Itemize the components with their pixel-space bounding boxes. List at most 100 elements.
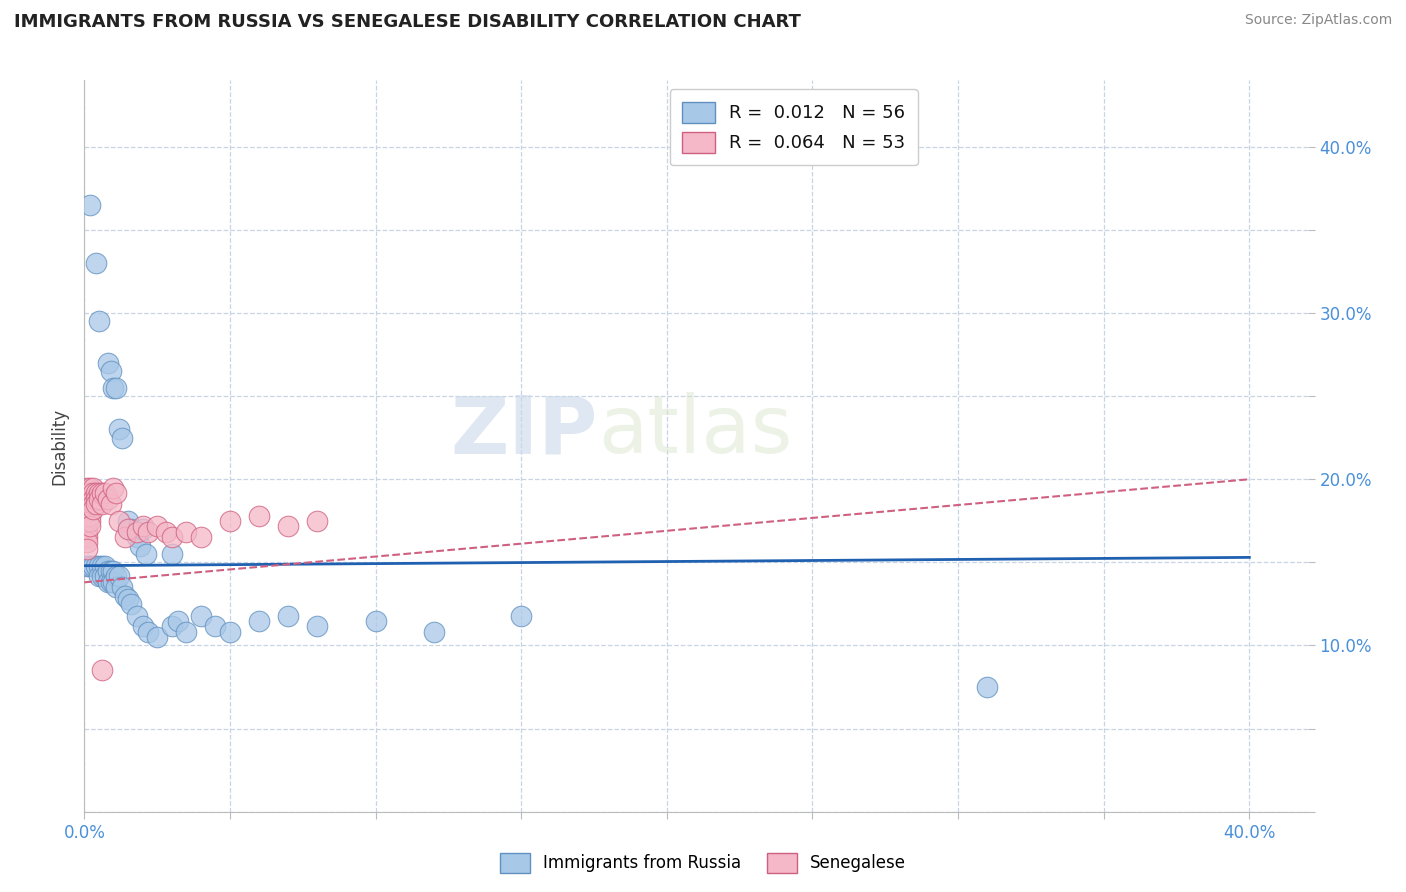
Point xyxy=(108,514,131,528)
Point xyxy=(76,558,98,573)
Point xyxy=(97,575,120,590)
Point xyxy=(103,575,125,590)
Point xyxy=(105,580,128,594)
Point xyxy=(103,564,125,578)
Point xyxy=(166,614,188,628)
Point xyxy=(131,518,153,533)
Point xyxy=(307,514,329,528)
Point xyxy=(108,422,131,436)
Point xyxy=(97,564,120,578)
Point xyxy=(90,568,112,582)
Point xyxy=(84,558,107,573)
Point xyxy=(76,485,98,500)
Point xyxy=(97,492,120,507)
Point xyxy=(160,618,183,632)
Point xyxy=(117,591,139,606)
Point xyxy=(247,614,270,628)
Point xyxy=(87,568,110,582)
Point xyxy=(79,514,101,528)
Point xyxy=(174,525,197,540)
Legend: Immigrants from Russia, Senegalese: Immigrants from Russia, Senegalese xyxy=(494,847,912,880)
Point xyxy=(90,558,112,573)
Legend: R =  0.012   N = 56, R =  0.064   N = 53: R = 0.012 N = 56, R = 0.064 N = 53 xyxy=(669,89,918,165)
Point xyxy=(76,518,98,533)
Point xyxy=(155,525,177,540)
Y-axis label: Disability: Disability xyxy=(51,408,69,484)
Point xyxy=(277,518,299,533)
Point xyxy=(76,514,98,528)
Point xyxy=(111,431,134,445)
Point xyxy=(100,575,122,590)
Point xyxy=(79,492,101,507)
Point xyxy=(103,481,125,495)
Point xyxy=(976,680,998,694)
Point xyxy=(128,539,150,553)
Point xyxy=(100,364,122,378)
Point xyxy=(117,514,139,528)
Point xyxy=(138,525,160,540)
Point xyxy=(125,608,148,623)
Point xyxy=(117,522,139,536)
Point xyxy=(82,492,104,507)
Point xyxy=(79,508,101,523)
Point xyxy=(190,608,212,623)
Point xyxy=(84,492,107,507)
Point xyxy=(93,485,115,500)
Point xyxy=(76,508,98,523)
Point xyxy=(423,625,446,640)
Point xyxy=(510,608,533,623)
Point xyxy=(105,381,128,395)
Point xyxy=(160,530,183,544)
Point xyxy=(79,502,101,516)
Point xyxy=(100,497,122,511)
Point xyxy=(190,530,212,544)
Point xyxy=(84,497,107,511)
Point xyxy=(160,547,183,561)
Point xyxy=(125,530,148,544)
Point xyxy=(76,535,98,549)
Point xyxy=(87,492,110,507)
Point xyxy=(120,522,142,536)
Point xyxy=(79,518,101,533)
Point xyxy=(82,497,104,511)
Point xyxy=(120,597,142,611)
Point xyxy=(76,497,98,511)
Point xyxy=(146,518,169,533)
Point xyxy=(219,625,242,640)
Point xyxy=(174,625,197,640)
Point xyxy=(131,618,153,632)
Point xyxy=(93,558,115,573)
Point xyxy=(79,485,101,500)
Point xyxy=(90,664,112,678)
Point xyxy=(105,568,128,582)
Point xyxy=(114,530,136,544)
Point xyxy=(277,608,299,623)
Point xyxy=(76,542,98,557)
Point xyxy=(90,485,112,500)
Point xyxy=(84,256,107,270)
Point xyxy=(204,618,226,632)
Point xyxy=(87,314,110,328)
Text: Source: ZipAtlas.com: Source: ZipAtlas.com xyxy=(1244,13,1392,28)
Point xyxy=(108,568,131,582)
Text: ZIP: ZIP xyxy=(451,392,598,470)
Point xyxy=(105,485,128,500)
Point xyxy=(84,485,107,500)
Point xyxy=(100,564,122,578)
Point xyxy=(364,614,387,628)
Point xyxy=(82,481,104,495)
Point xyxy=(103,381,125,395)
Point xyxy=(90,497,112,511)
Point xyxy=(87,558,110,573)
Point xyxy=(76,502,98,516)
Point xyxy=(138,625,160,640)
Point xyxy=(76,530,98,544)
Point xyxy=(79,558,101,573)
Point xyxy=(82,485,104,500)
Point xyxy=(79,198,101,212)
Point xyxy=(247,508,270,523)
Point xyxy=(76,525,98,540)
Point xyxy=(76,481,98,495)
Text: atlas: atlas xyxy=(598,392,793,470)
Point xyxy=(114,589,136,603)
